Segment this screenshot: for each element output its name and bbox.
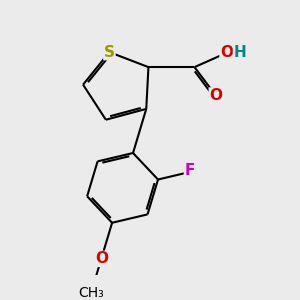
Text: O: O (220, 45, 233, 60)
Text: O: O (95, 251, 108, 266)
Text: O: O (209, 88, 222, 103)
Text: H: H (233, 45, 246, 60)
Text: F: F (184, 163, 195, 178)
Text: S: S (104, 45, 115, 60)
Text: CH₃: CH₃ (78, 286, 104, 300)
